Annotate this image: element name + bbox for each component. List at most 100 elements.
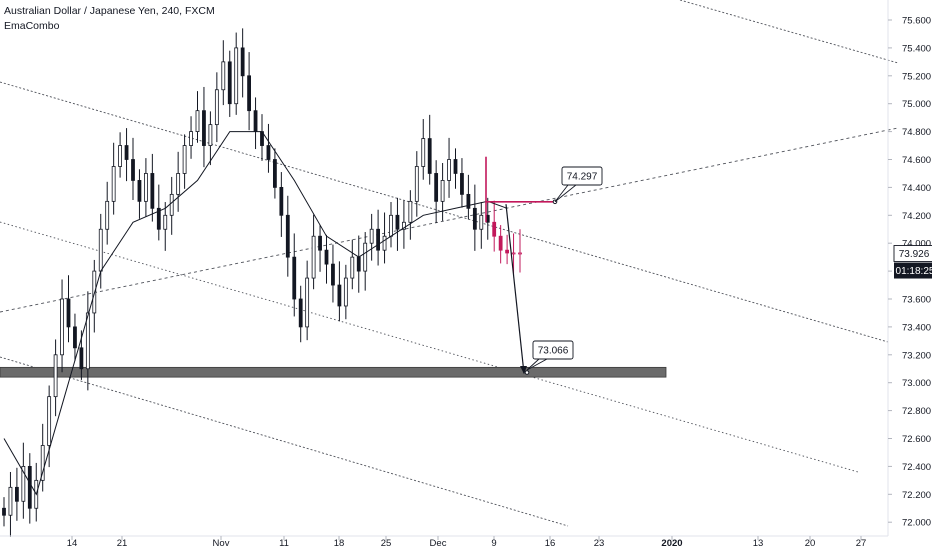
candle-body	[492, 221, 497, 237]
chart-legend: Australian Dollar / Japanese Yen, 240, F…	[4, 4, 215, 34]
time-tick-label: 18	[334, 538, 345, 549]
callout-lower-box[interactable]	[532, 340, 574, 360]
price-tick-label: 74.800	[902, 127, 931, 138]
candle-body	[350, 256, 355, 279]
candle-body	[124, 145, 129, 160]
candle-body	[447, 159, 451, 181]
candle-body	[285, 214, 290, 258]
candle-body	[356, 256, 361, 272]
candle-body	[208, 124, 213, 146]
candle-body	[40, 445, 45, 481]
candle-body	[337, 284, 342, 307]
candle-body	[163, 214, 168, 230]
candle-body	[369, 228, 374, 244]
ema-path	[3, 131, 508, 496]
time-tick-label: 9	[491, 538, 496, 549]
middle-channel-line[interactable]	[0, 221, 859, 473]
candle-body	[240, 47, 245, 77]
candle-body	[66, 298, 71, 328]
candle-body	[98, 228, 103, 272]
candle-body	[202, 110, 206, 146]
time-tick-label: 27	[856, 538, 867, 549]
time-tick-label: Nov	[213, 538, 230, 549]
price-tick-label: 73.400	[902, 322, 931, 333]
candle-body	[311, 235, 316, 279]
candle-body	[331, 263, 335, 286]
price-tick-label: 72.600	[902, 434, 931, 445]
price-tick-label: 74.000	[902, 239, 931, 250]
time-tick-label: 13	[753, 538, 764, 549]
time-axis[interactable]: 14 21 Nov 11 18 25 Dec 9 16 23 2020 13 20 27	[0, 535, 888, 549]
support-zone[interactable]	[0, 366, 667, 378]
price-tick-label: 73.200	[902, 350, 931, 361]
candle-body	[73, 326, 77, 349]
candle-body	[440, 180, 445, 202]
callout-lower-label: 73.066	[538, 346, 569, 357]
candle-body	[253, 110, 258, 133]
candle-body	[272, 159, 277, 188]
candle-body	[401, 221, 406, 230]
price-tick-label: 72.400	[902, 462, 931, 473]
candle-series	[2, 28, 522, 537]
candle-body	[511, 252, 516, 255]
time-tick-label: 2020	[661, 538, 682, 549]
current-price-label: 73.926	[899, 249, 930, 260]
support-zone-rect[interactable]	[0, 366, 667, 378]
candle-body	[8, 486, 13, 516]
current-price-badge	[893, 245, 932, 262]
candle-body	[169, 193, 174, 216]
candle-body	[343, 277, 348, 307]
candle-body	[266, 145, 271, 160]
candle-body	[221, 61, 226, 91]
callout-upper-label: 74.297	[567, 172, 598, 183]
lower-channel-line[interactable]	[0, 356, 569, 527]
price-tick-label: 73.600	[902, 295, 931, 306]
candle-body	[53, 354, 58, 398]
candle-body	[182, 145, 187, 174]
outer-channel-line[interactable]	[679, 0, 899, 64]
candle-body	[156, 207, 161, 230]
rising-trend-line[interactable]	[0, 127, 899, 313]
candle-body	[505, 249, 510, 254]
callout-upper-box[interactable]	[561, 166, 603, 186]
candle-body	[105, 200, 110, 230]
candle-body	[414, 166, 419, 202]
upper-channel-line[interactable]	[0, 81, 889, 343]
candle-body	[14, 486, 19, 502]
countdown-badge	[894, 262, 932, 279]
candle-body	[143, 173, 148, 202]
candle-body	[227, 61, 232, 105]
candle-body	[150, 173, 155, 209]
candle-body	[298, 298, 303, 328]
candle-body	[318, 235, 322, 251]
candle-body	[498, 235, 503, 251]
candle-body	[427, 138, 432, 174]
candle-body	[137, 180, 142, 202]
candle-body	[453, 159, 458, 174]
candle-body	[479, 214, 484, 230]
time-tick-label: 14	[67, 538, 78, 549]
price-tick-label: 75.400	[902, 43, 931, 54]
ema-line	[3, 131, 508, 496]
candle-body	[21, 465, 26, 502]
price-axis[interactable]: 75.600 75.400 75.200 75.000 74.800 74.600 74.4…	[887, 0, 932, 536]
candle-body	[27, 465, 32, 509]
indicator-label[interactable]: EmaCombo	[4, 20, 60, 32]
drawing-annotations[interactable]: 74.297 73.066	[485, 156, 603, 375]
price-tick-label: 75.200	[902, 71, 931, 82]
candle-body	[247, 75, 252, 112]
candle-body	[176, 173, 181, 195]
projection-arrow[interactable]	[505, 204, 525, 374]
price-tick-label: 74.200	[902, 211, 931, 222]
price-tick-label: 75.600	[902, 16, 931, 27]
candle-body	[189, 131, 193, 146]
time-tick-label: 21	[117, 538, 128, 549]
candle-body	[292, 256, 297, 300]
time-tick-label: Dec	[430, 538, 447, 549]
candle-body	[79, 347, 84, 370]
countdown-label: 01:18:25	[896, 266, 932, 277]
candle-body	[518, 252, 522, 255]
candle-body	[395, 214, 400, 230]
